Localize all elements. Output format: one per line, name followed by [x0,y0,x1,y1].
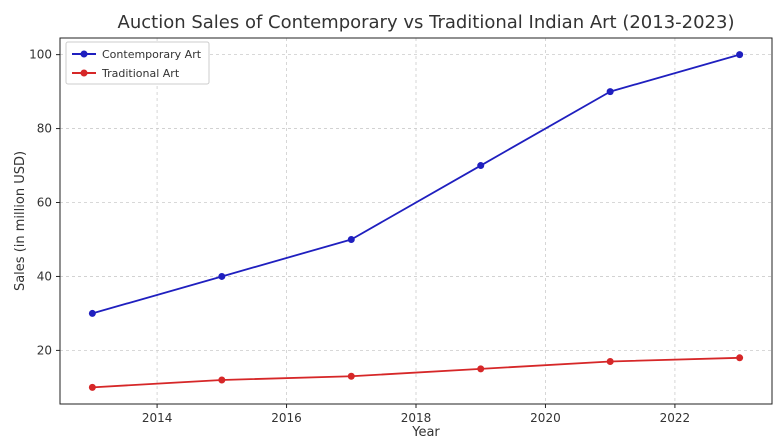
legend-marker-contemporary [80,50,88,58]
data-point-contemporary-art-2021 [606,88,614,96]
data-point-contemporary-art-2017 [347,235,355,243]
data-point-traditional-art-2017 [347,372,355,380]
legend-marker-traditional [80,69,88,77]
y-axis-label: Sales (in million USD) [13,151,28,291]
x-tick-label-2022: 2022 [660,411,691,425]
y-tick-label-20: 20 [37,343,52,357]
data-point-traditional-art-2023 [736,354,744,362]
data-point-contemporary-art-2013 [88,309,96,317]
data-point-traditional-art-2013 [88,383,96,391]
y-tick-label-80: 80 [37,122,52,136]
data-point-traditional-art-2019 [477,365,485,373]
chart-title: Auction Sales of Contemporary vs Traditi… [118,12,735,33]
y-axis-ticks: 20 40 60 80 100 [29,48,60,357]
data-point-contemporary-art-2015 [218,272,226,280]
series-line-traditional-art [92,356,740,389]
grid [60,38,772,404]
legend-label-contemporary: Contemporary Art [102,48,202,61]
y-tick-label-60: 60 [37,196,52,210]
data-point-contemporary-art-2019 [477,162,485,170]
series-layer [88,51,744,391]
y-tick-label-100: 100 [29,48,52,62]
legend-box [65,41,210,85]
x-tick-label-2020: 2020 [530,411,561,425]
data-point-traditional-art-2021 [606,357,614,365]
x-axis-ticks: 2014 2016 2018 2020 2022 [142,404,690,425]
data-point-contemporary-art-2023 [736,51,744,59]
y-tick-label-40: 40 [37,269,52,283]
legend: Contemporary Art Traditional Art [65,41,210,85]
x-tick-label-2016: 2016 [271,411,302,425]
x-tick-label-2018: 2018 [401,411,432,425]
x-tick-label-2014: 2014 [142,411,173,425]
series-line-contemporary-art [92,53,740,315]
data-point-traditional-art-2015 [218,376,226,384]
x-axis-label: Year [411,425,440,440]
legend-label-traditional: Traditional Art [101,67,180,80]
